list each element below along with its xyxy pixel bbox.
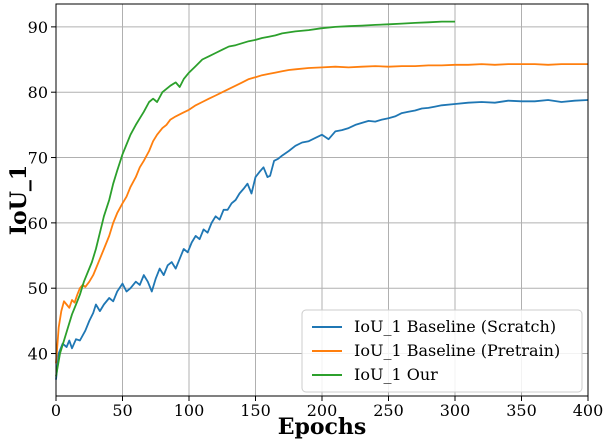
x-tick-label: 200	[307, 401, 338, 420]
x-tick-label: 100	[174, 401, 205, 420]
axis-ticks: 0 50 100 150 200 250 300 350 400 40 50 60 70 80 90	[28, 18, 604, 420]
y-tick-label: 80	[28, 83, 48, 102]
legend-box	[301, 309, 583, 393]
series-layer	[55, 20, 589, 380]
x-tick-label: 0	[51, 401, 61, 420]
x-tick-label: 150	[240, 401, 271, 420]
x-tick-label: 350	[506, 401, 537, 420]
y-tick-label: 50	[28, 279, 48, 298]
legend-label-2: IoU_1 Baseline (Pretrain)	[354, 341, 560, 360]
x-tick-label: 50	[112, 401, 132, 420]
x-tick-label: 300	[440, 401, 471, 420]
series-line-2	[55, 63, 588, 364]
legend-label-3: IoU_1 Our	[354, 365, 438, 384]
series-line-1	[55, 99, 589, 380]
x-axis-title: Epochs	[278, 414, 367, 440]
legend: IoU_1 Baseline (Scratch) IoU_1 Baseline (…	[301, 309, 583, 393]
x-tick-label: 400	[573, 401, 604, 420]
y-axis-title: IoU_1	[6, 165, 32, 235]
y-tick-label: 70	[28, 149, 48, 168]
x-tick-label: 250	[373, 401, 404, 420]
y-tick-label: 40	[28, 345, 48, 364]
y-tick-label: 60	[28, 214, 48, 233]
y-tick-label: 90	[28, 18, 48, 37]
series-line-3	[55, 20, 455, 377]
legend-label-1: IoU_1 Baseline (Scratch)	[354, 317, 556, 336]
